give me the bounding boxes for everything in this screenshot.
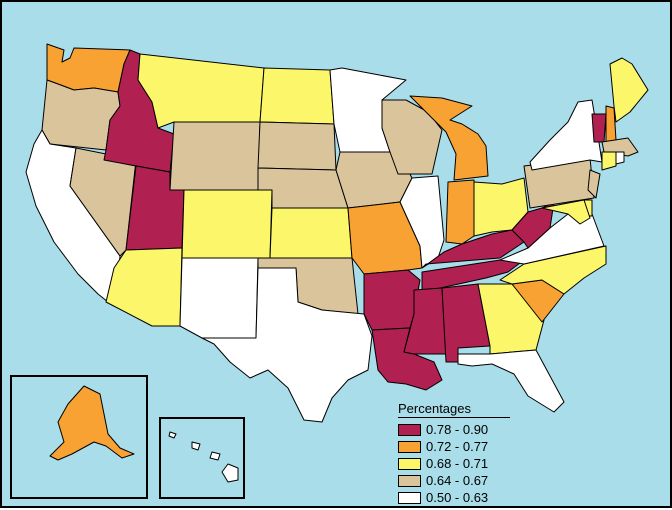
hawaii-island: [221, 463, 239, 483]
legend-label: 0.68 - 0.71: [426, 456, 489, 471]
state-rhode-island: [615, 151, 625, 165]
legend: Percentages 0.78 - 0.90 0.72 - 0.77 0.68…: [398, 401, 510, 506]
state-kansas: [269, 207, 353, 259]
legend-label: 0.78 - 0.90: [426, 422, 489, 437]
state-florida: [457, 349, 565, 413]
state-maine: [609, 57, 649, 123]
legend-swatch: [398, 474, 421, 487]
legend-swatch: [398, 491, 421, 504]
state-maryland: [541, 199, 591, 225]
state-new-jersey: [587, 169, 601, 199]
state-new-mexico: [179, 257, 259, 339]
legend-label: 0.72 - 0.77: [426, 439, 489, 454]
state-north-dakota: [259, 67, 335, 125]
state-texas: [201, 267, 373, 423]
state-west-virginia: [511, 201, 555, 249]
legend-row: 0.78 - 0.90: [398, 421, 510, 438]
maui-island: [209, 451, 221, 461]
legend-label: 0.64 - 0.67: [426, 473, 489, 488]
state-new-york: [529, 99, 603, 171]
state-colorado: [181, 189, 273, 259]
state-connecticut: [601, 151, 617, 171]
legend-label: 0.50 - 0.63: [426, 490, 489, 505]
legend-row: 0.64 - 0.67: [398, 472, 510, 489]
kauai-island: [168, 431, 177, 439]
state-indiana: [445, 179, 475, 245]
legend-swatch: [398, 423, 421, 436]
state-hawaii: [168, 431, 239, 483]
legend-row: 0.50 - 0.63: [398, 489, 510, 506]
oahu-island: [191, 441, 201, 451]
state-wyoming: [169, 121, 261, 191]
state-wisconsin: [381, 99, 443, 175]
state-michigan: [409, 95, 489, 181]
state-montana: [137, 53, 265, 129]
state-south-dakota: [257, 121, 337, 171]
state-vermont: [591, 113, 607, 143]
legend-title: Percentages: [398, 401, 510, 418]
state-nebraska: [257, 167, 349, 209]
legend-row: 0.72 - 0.77: [398, 438, 510, 455]
legend-swatch: [398, 440, 421, 453]
hawaii-inset-frame: [159, 417, 245, 499]
state-arkansas: [363, 269, 421, 331]
legend-row: 0.68 - 0.71: [398, 455, 510, 472]
legend-swatch: [398, 457, 421, 470]
state-alaska: [49, 385, 135, 461]
